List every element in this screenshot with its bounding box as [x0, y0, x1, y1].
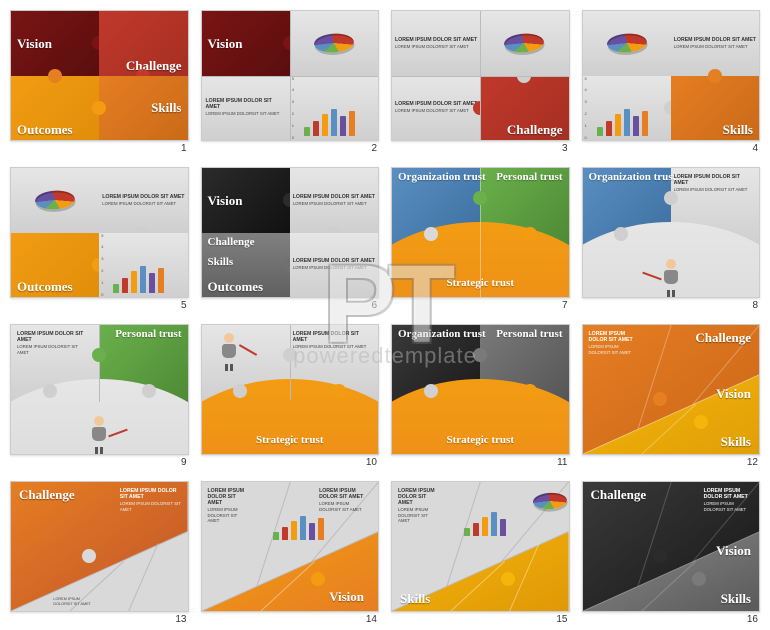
slide-12[interactable]: Challenge Vision Skills LOREM IPSUM DOLO…	[582, 324, 761, 469]
slide-6[interactable]: Vision LOREM IPSUM DOLOR SIT AMET LOREM …	[201, 167, 380, 312]
label: Outcomes	[17, 280, 93, 293]
label: Skills	[151, 101, 181, 114]
slide-8[interactable]: Organization trust LOREM IPSUM DOLOR SIT…	[582, 167, 761, 312]
character-icon	[660, 259, 682, 293]
label: Challenge	[126, 59, 182, 72]
character-icon	[218, 333, 240, 367]
pie-chart-icon	[502, 32, 547, 55]
slide-number: 10	[201, 455, 380, 469]
slide-14[interactable]: LOREM IPSUM DOLOR SIT AMET LOREM IPSUM D…	[201, 481, 380, 626]
slide-number: 6	[201, 298, 380, 312]
pie-chart-icon	[531, 491, 569, 511]
slide-5[interactable]: LOREM IPSUM DOLOR SIT AMET LOREM IPSUM D…	[10, 167, 189, 312]
slide-10[interactable]: LOREM IPSUM DOLOR SIT AMET LOREM IPSUM D…	[201, 324, 380, 469]
slide-number: 15	[391, 612, 570, 626]
slide-7[interactable]: Organization trust Personal trust Strate…	[391, 167, 570, 312]
pie-chart-icon	[604, 32, 649, 55]
slide-number: 4	[582, 141, 761, 155]
slide-15[interactable]: LOREM IPSUM DOLOR SIT AMET LOREM IPSUM D…	[391, 481, 570, 626]
slide-number: 2	[201, 141, 380, 155]
label: Outcomes	[17, 123, 93, 136]
pie-chart-icon	[312, 32, 357, 55]
slide-1[interactable]: Vision Challenge Outcomes Skills 1	[10, 10, 189, 155]
slide-number: 12	[582, 455, 761, 469]
label: Vision	[208, 194, 284, 207]
bar-chart-icon	[265, 514, 324, 540]
character-icon	[88, 416, 110, 450]
slide-2[interactable]: Vision LOREM IPSUM DOLOR SIT AMET LOREM …	[201, 10, 380, 155]
slide-number: 3	[391, 141, 570, 155]
slide-number: 7	[391, 298, 570, 312]
label: Vision	[208, 37, 284, 50]
slide-thumbnail-grid: Vision Challenge Outcomes Skills 1	[0, 0, 770, 630]
slide-number: 11	[391, 455, 570, 469]
slide-4[interactable]: LOREM IPSUM DOLOR SIT AMET LOREM IPSUM D…	[582, 10, 761, 155]
slide-13[interactable]: Challenge LOREM IPSUM DOLOR SIT AMET LOR…	[10, 481, 189, 626]
bar-chart-icon	[456, 512, 506, 536]
slide-9[interactable]: LOREM IPSUM DOLOR SIT AMET LOREM IPSUM D…	[10, 324, 189, 469]
slide-16[interactable]: Challenge Vision Skills LOREM IPSUM DOLO…	[582, 481, 761, 626]
slide-number: 14	[201, 612, 380, 626]
slide-number: 8	[582, 298, 761, 312]
slide-number: 9	[10, 455, 189, 469]
label: Challenge	[507, 123, 563, 136]
pie-chart-icon	[33, 189, 78, 212]
label: Vision	[17, 37, 93, 50]
slide-number: 16	[582, 612, 761, 626]
slide-11[interactable]: Organization trust Personal trust Strate…	[391, 324, 570, 469]
slide-number: 5	[10, 298, 189, 312]
bar-chart-icon	[589, 106, 665, 136]
slide-3[interactable]: LOREM IPSUM DOLOR SIT AMET LOREM IPSUM D…	[391, 10, 570, 155]
bar-chart-icon	[296, 106, 372, 136]
label: Skills	[723, 123, 753, 136]
slide-number: 13	[10, 612, 189, 626]
slide-number: 1	[10, 141, 189, 155]
bar-chart-icon	[105, 263, 181, 293]
